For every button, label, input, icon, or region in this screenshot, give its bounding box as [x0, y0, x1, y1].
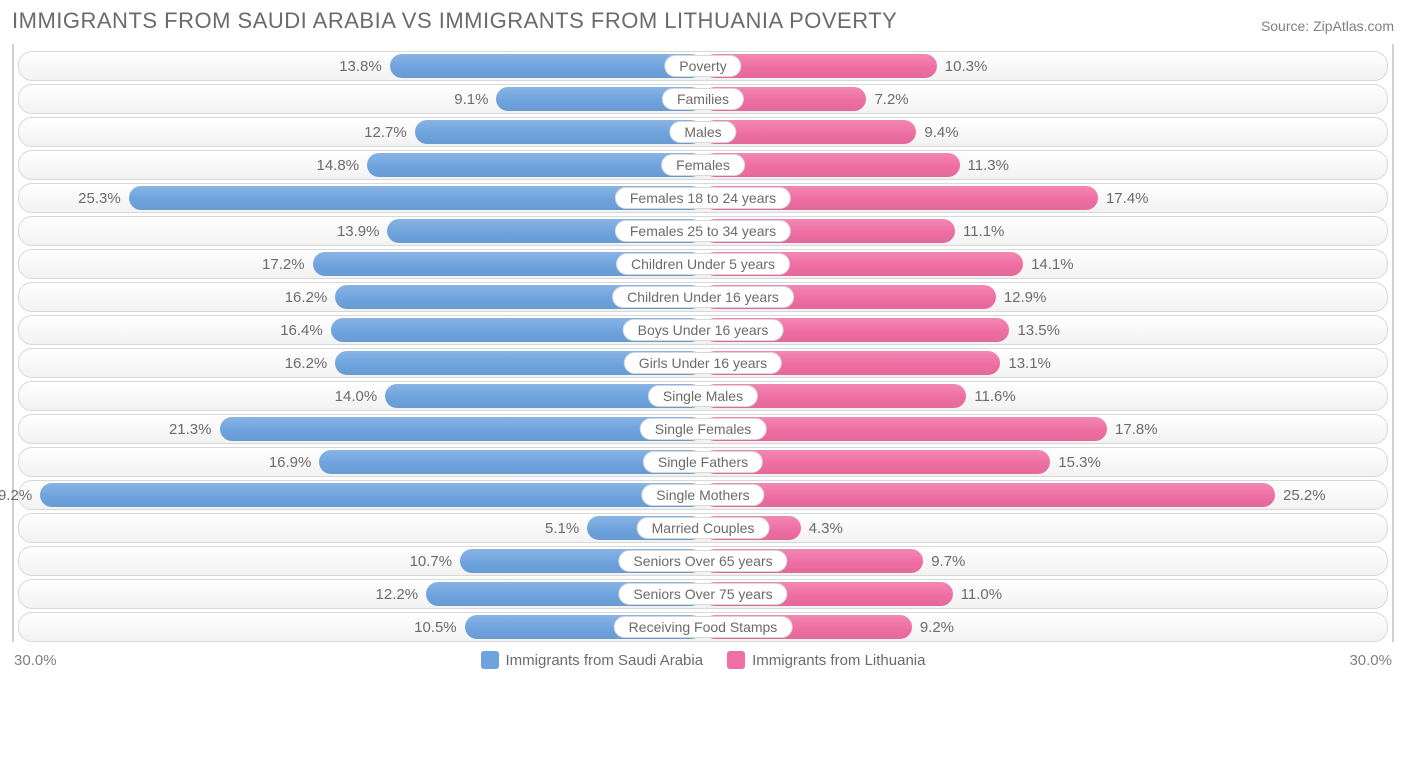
- category-label: Females 18 to 24 years: [615, 187, 791, 209]
- bar-left: [220, 417, 704, 441]
- value-label-left: 16.2%: [285, 285, 336, 309]
- legend-label-left: Immigrants from Saudi Arabia: [506, 652, 704, 669]
- category-label: Females: [661, 154, 745, 176]
- legend: Immigrants from Saudi Arabia Immigrants …: [481, 651, 926, 669]
- value-label-left: 14.8%: [317, 153, 368, 177]
- source-label: Source:: [1261, 18, 1313, 34]
- value-label-right: 11.1%: [955, 219, 1004, 243]
- bar-left: [367, 153, 703, 177]
- value-label-right: 11.6%: [966, 384, 1015, 408]
- value-label-right: 9.4%: [916, 120, 958, 144]
- bar-left: [40, 483, 703, 507]
- value-label-left: 25.3%: [78, 186, 129, 210]
- value-label-left: 29.2%: [0, 483, 40, 507]
- bar-row: 14.8% 11.3% Females: [18, 150, 1388, 180]
- bar-row: 13.8% 10.3% Poverty: [18, 51, 1388, 81]
- legend-item-left: Immigrants from Saudi Arabia: [481, 651, 704, 669]
- legend-swatch-left: [481, 651, 499, 669]
- category-label: Married Couples: [637, 517, 770, 539]
- value-label-left: 13.9%: [337, 219, 388, 243]
- chart-plot-area: 13.8% 10.3% Poverty 9.1% 7.2% Families 12.7% 9.…: [12, 44, 1394, 642]
- bar-row: 10.7% 9.7% Seniors Over 65 years: [18, 546, 1388, 576]
- bar-left: [390, 54, 703, 78]
- value-label-right: 7.2%: [866, 87, 908, 111]
- bar-row: 16.9% 15.3% Single Fathers: [18, 447, 1388, 477]
- value-label-right: 9.2%: [912, 615, 954, 639]
- chart-footer: 30.0% Immigrants from Saudi Arabia Immig…: [12, 645, 1394, 669]
- bar-left: [415, 120, 703, 144]
- bar-row: 12.7% 9.4% Males: [18, 117, 1388, 147]
- legend-item-right: Immigrants from Lithuania: [727, 651, 925, 669]
- bar-row: 29.2%25.2%Single Mothers: [18, 480, 1388, 510]
- bar-row: 21.3% 17.8% Single Females: [18, 414, 1388, 444]
- chart-title: IMMIGRANTS FROM SAUDI ARABIA VS IMMIGRAN…: [12, 8, 897, 34]
- axis-max-left: 30.0%: [14, 652, 57, 669]
- category-label: Single Fathers: [643, 451, 763, 473]
- value-label-left: 17.2%: [262, 252, 313, 276]
- value-label-left: 14.0%: [335, 384, 386, 408]
- value-label-left: 13.8%: [339, 54, 390, 78]
- value-label-left: 16.2%: [285, 351, 336, 375]
- value-label-right: 10.3%: [937, 54, 988, 78]
- value-label-left: 5.1%: [545, 516, 587, 540]
- bar-row: 10.5% 9.2% Receiving Food Stamps: [18, 612, 1388, 642]
- value-label-right: 9.7%: [923, 549, 965, 573]
- value-label-right: 14.1%: [1023, 252, 1074, 276]
- value-label-right: 11.0%: [953, 582, 1002, 606]
- category-label: Females 25 to 34 years: [615, 220, 791, 242]
- category-label: Single Females: [640, 418, 767, 440]
- value-label-right: 17.8%: [1107, 417, 1158, 441]
- source-name: ZipAtlas.com: [1313, 18, 1394, 34]
- bar-row: 14.0% 11.6% Single Males: [18, 381, 1388, 411]
- bar-row: 16.2% 13.1% Girls Under 16 years: [18, 348, 1388, 378]
- chart-header: IMMIGRANTS FROM SAUDI ARABIA VS IMMIGRAN…: [12, 8, 1394, 34]
- bar-row: 13.9% 11.1% Females 25 to 34 years: [18, 216, 1388, 246]
- bar-row: 5.1% 4.3% Married Couples: [18, 513, 1388, 543]
- category-label: Children Under 5 years: [616, 253, 790, 275]
- value-label-right: 13.5%: [1009, 318, 1060, 342]
- axis-max-right: 30.0%: [1349, 652, 1392, 669]
- value-label-left: 9.1%: [454, 87, 496, 111]
- value-label-right: 12.9%: [996, 285, 1047, 309]
- category-label: Girls Under 16 years: [624, 352, 782, 374]
- value-label-left: 12.7%: [364, 120, 415, 144]
- category-label: Boys Under 16 years: [623, 319, 784, 341]
- source-attribution: Source: ZipAtlas.com: [1261, 18, 1394, 34]
- category-label: Males: [669, 121, 736, 143]
- category-label: Families: [662, 88, 744, 110]
- bar-row: 9.1% 7.2% Families: [18, 84, 1388, 114]
- category-label: Seniors Over 65 years: [618, 550, 787, 572]
- bar-row: 17.2% 14.1% Children Under 5 years: [18, 249, 1388, 279]
- value-label-left: 10.5%: [414, 615, 465, 639]
- bar-row: 16.4% 13.5% Boys Under 16 years: [18, 315, 1388, 345]
- value-label-left: 21.3%: [169, 417, 220, 441]
- bar-row: 12.2% 11.0% Seniors Over 75 years: [18, 579, 1388, 609]
- value-label-right: 13.1%: [1000, 351, 1051, 375]
- bar-row: 16.2% 12.9% Children Under 16 years: [18, 282, 1388, 312]
- category-label: Children Under 16 years: [612, 286, 794, 308]
- value-label-left: 16.9%: [269, 450, 320, 474]
- category-label: Poverty: [664, 55, 741, 77]
- value-label-right: 15.3%: [1050, 450, 1101, 474]
- category-label: Receiving Food Stamps: [614, 616, 793, 638]
- legend-label-right: Immigrants from Lithuania: [752, 652, 925, 669]
- value-label-right: 25.2%: [1275, 483, 1326, 507]
- category-label: Seniors Over 75 years: [618, 583, 787, 605]
- bar-right: [703, 483, 1275, 507]
- value-label-left: 10.7%: [410, 549, 461, 573]
- value-label-right: 4.3%: [801, 516, 843, 540]
- category-label: Single Mothers: [641, 484, 764, 506]
- bar-row: 25.3% 17.4% Females 18 to 24 years: [18, 183, 1388, 213]
- legend-swatch-right: [727, 651, 745, 669]
- value-label-left: 12.2%: [376, 582, 427, 606]
- value-label-right: 11.3%: [960, 153, 1009, 177]
- category-label: Single Males: [648, 385, 758, 407]
- value-label-right: 17.4%: [1098, 186, 1149, 210]
- value-label-left: 16.4%: [280, 318, 331, 342]
